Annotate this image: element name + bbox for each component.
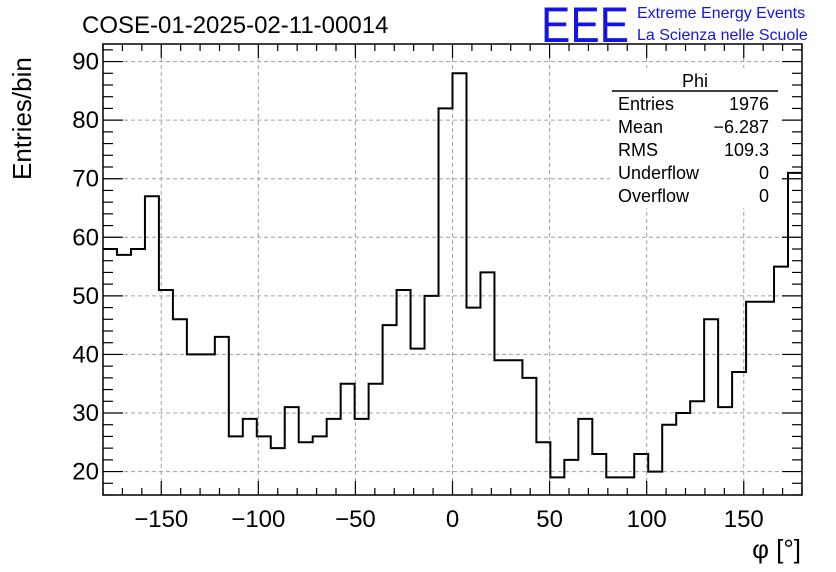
x-tick-label: 50 [536, 506, 563, 533]
stats-value-underflow: 0 [759, 163, 769, 183]
x-tick-label: −50 [335, 506, 376, 533]
plot-frame [102, 43, 803, 496]
eee-logo: EEE Extreme Energy Events La Scienza nel… [541, 0, 808, 53]
stats-label-overflow: Overflow [618, 186, 690, 206]
y-tick-label: 80 [72, 107, 99, 134]
x-tick-label: −100 [231, 506, 285, 533]
logo-line-2: La Scienza nelle Scuole [637, 27, 808, 44]
logo-letters: EEE [541, 0, 629, 53]
stats-value-overflow: 0 [759, 186, 769, 206]
x-tick-label: 100 [627, 506, 667, 533]
stats-value-rms: 109.3 [724, 140, 769, 160]
stats-box: Phi Entries 1976 Mean −6.287 RMS 109.3 U… [610, 68, 780, 208]
y-tick-label: 50 [72, 283, 99, 310]
chart-title: COSE-01-2025-02-11-00014 [82, 12, 388, 39]
logo-line-1: Extreme Energy Events [637, 5, 805, 22]
axis-ticks [102, 44, 803, 496]
y-axis-title: Entries/bin [7, 57, 37, 180]
stats-box-name: Phi [682, 71, 708, 91]
stats-label-underflow: Underflow [618, 163, 700, 183]
tick-labels: −150 −100 −50 0 50 100 150 20 30 40 50 60 70 80 90 [72, 49, 763, 533]
stats-value-mean: −6.287 [713, 117, 769, 137]
y-tick-label: 30 [72, 400, 99, 427]
stats-value-entries: 1976 [729, 94, 769, 114]
y-tick-label: 60 [72, 224, 99, 251]
x-tick-label: 0 [446, 506, 459, 533]
stats-label-mean: Mean [618, 117, 663, 137]
x-axis-title: φ [°] [752, 534, 801, 564]
y-tick-label: 90 [72, 49, 99, 76]
y-tick-label: 20 [72, 459, 99, 486]
y-tick-label: 40 [72, 341, 99, 368]
y-tick-label: 70 [72, 166, 99, 193]
x-tick-label: −150 [134, 506, 188, 533]
x-tick-label: 150 [724, 506, 764, 533]
stats-label-entries: Entries [618, 94, 674, 114]
stats-label-rms: RMS [618, 140, 658, 160]
histogram-line [103, 72, 802, 479]
